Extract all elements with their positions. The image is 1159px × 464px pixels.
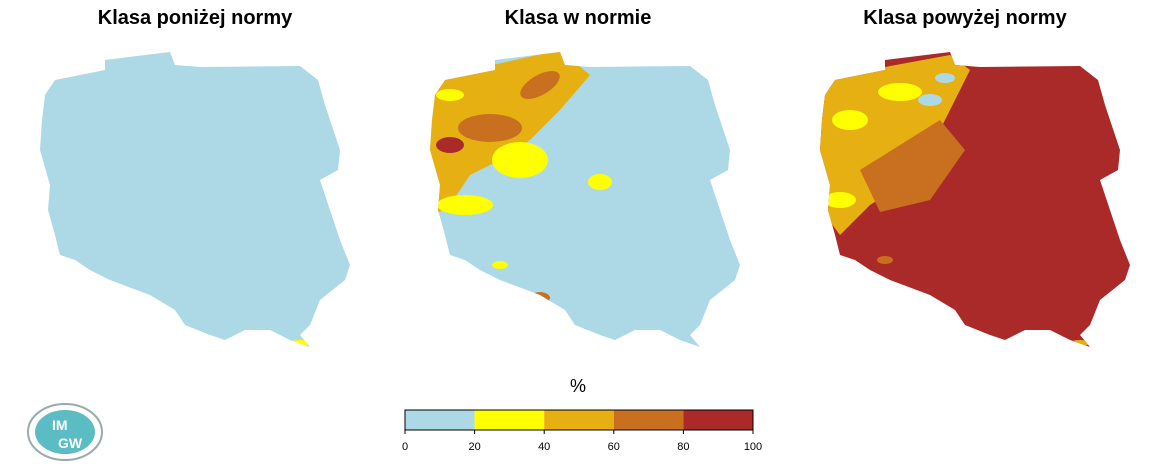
map-title: Klasa poniżej normy (98, 7, 293, 29)
map-title: Klasa w normie (505, 7, 652, 29)
logo-text: IM (52, 417, 68, 433)
tick-label: 80 (677, 441, 689, 453)
map-below (40, 52, 350, 347)
legend-frame (404, 409, 754, 431)
logo-text: GW (58, 435, 83, 451)
legend-swatch (683, 410, 753, 430)
legend: 0 20 40 60 80 100 (402, 409, 762, 453)
legend-swatch (613, 410, 684, 430)
tick-label: 0 (402, 441, 408, 453)
legend-unit: % (570, 376, 586, 396)
legend-swatch (474, 410, 545, 430)
map-title: Klasa powyżej normy (863, 7, 1067, 29)
tick-label: 20 (468, 441, 480, 453)
tick-label: 100 (744, 441, 762, 453)
logo: IM GW (27, 403, 103, 461)
tick-label: 60 (608, 441, 620, 453)
map-normal (430, 52, 740, 347)
tick-label: 40 (538, 441, 550, 453)
legend-swatch (544, 410, 614, 430)
legend-swatch (405, 410, 475, 430)
map-above (820, 52, 1130, 347)
